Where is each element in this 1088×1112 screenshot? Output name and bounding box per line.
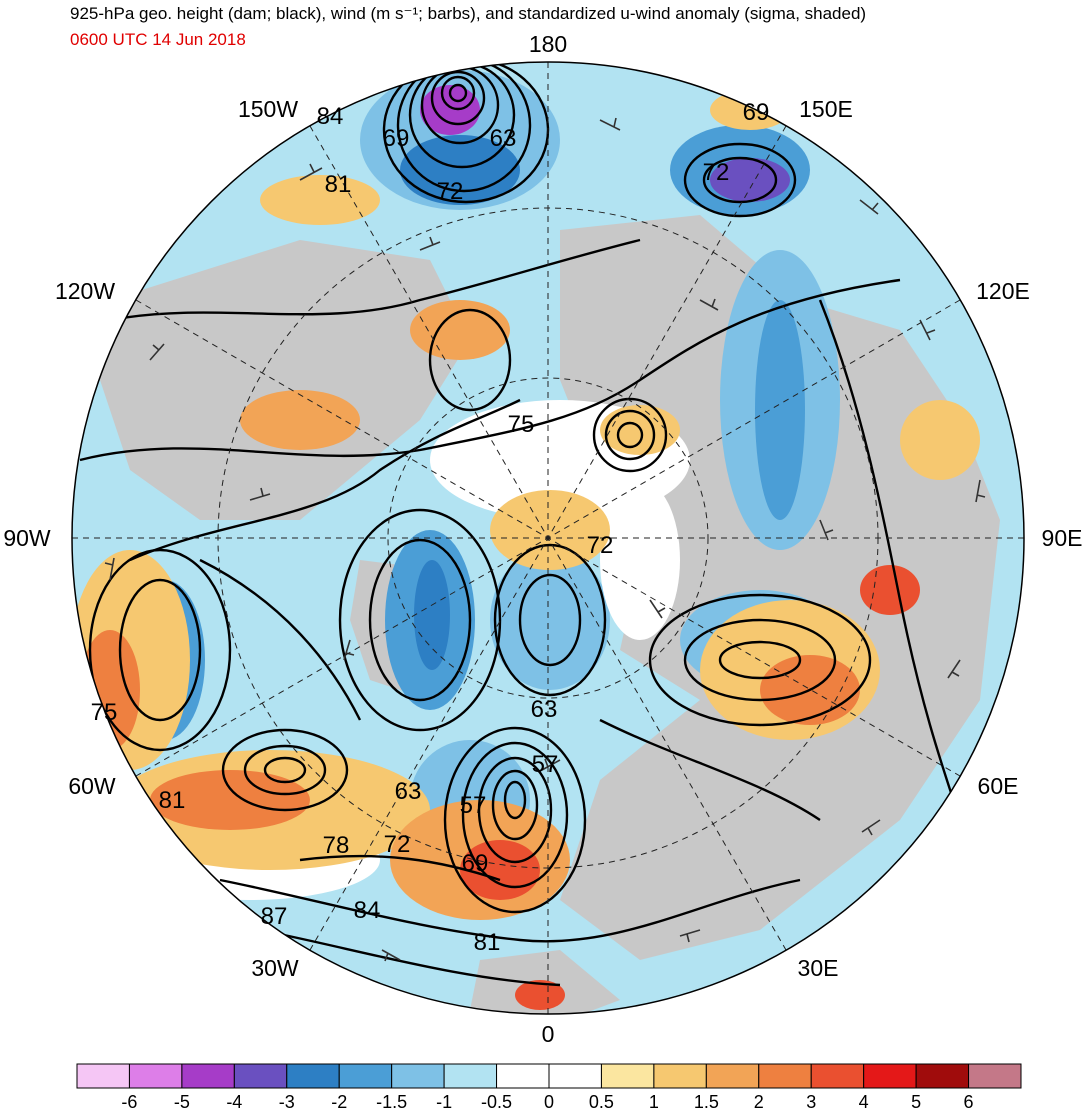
contour-label: 63: [490, 125, 517, 152]
colorbar-tick-label: -5: [174, 1092, 190, 1112]
lon-label-0: 0: [542, 1021, 555, 1047]
contour-label: 69: [383, 125, 410, 152]
lon-label-30e: 30E: [798, 955, 839, 981]
contour-label: 84: [317, 103, 344, 130]
colorbar-tick-label: 1.5: [694, 1092, 719, 1112]
lon-label-180: 180: [529, 31, 567, 57]
lon-label-150w: 150W: [238, 96, 298, 122]
lon-label-120e: 120E: [976, 278, 1030, 304]
polar-map: 180 150W 150E 120W 120E 90W 90E 60W 60E …: [3, 31, 1082, 1047]
contour-label: 57: [532, 751, 559, 778]
colorbar-tick-label: -4: [226, 1092, 242, 1112]
contour-label: 87: [261, 903, 288, 930]
colorbar-swatch: [705, 1063, 760, 1089]
colorbar-swatch: [181, 1063, 235, 1089]
colorbar-swatch: [863, 1063, 917, 1089]
contour-label: 72: [703, 159, 730, 186]
colorbar-tick-label: 1: [649, 1092, 659, 1112]
lon-label-60w: 60W: [68, 773, 116, 799]
contour-label: 72: [587, 532, 614, 559]
colorbar-swatch: [76, 1063, 130, 1089]
graticule: [72, 62, 1024, 1014]
colorbar-swatch: [496, 1063, 550, 1089]
colorbar-swatch: [391, 1063, 445, 1089]
contour-label: 81: [474, 929, 501, 956]
colorbar-tick-label: -3: [279, 1092, 295, 1112]
colorbar-tick-label: -6: [121, 1092, 137, 1112]
contour-labels: 84 81 69 63 72 69 72 75 72 75 63 57 63 5…: [91, 99, 770, 956]
contour-label: 69: [462, 850, 489, 877]
longitude-labels: 180 150W 150E 120W 120E 90W 90E 60W 60E …: [3, 31, 1082, 1047]
colorbar-tick-label: -0.5: [481, 1092, 512, 1112]
contour-label: 72: [437, 178, 464, 205]
valid-time: 0600 UTC 14 Jun 2018: [70, 30, 246, 49]
contour-label: 63: [395, 778, 422, 805]
contour-label: 84: [354, 897, 381, 924]
colorbar-tick-label: -1: [436, 1092, 452, 1112]
colorbar-swatch: [653, 1063, 707, 1089]
colorbar-swatch: [548, 1063, 602, 1089]
colorbar-tick-label: 4: [859, 1092, 869, 1112]
map-boundary: [71, 61, 1025, 1015]
colorbar-tick-label: 6: [964, 1092, 974, 1112]
colorbar-swatch: [338, 1063, 393, 1089]
contour-label: 69: [743, 99, 770, 126]
lon-label-120w: 120W: [55, 278, 115, 304]
colorbar-swatch: [810, 1063, 865, 1089]
contour-label: 63: [531, 696, 558, 723]
colorbar-swatch: [600, 1063, 655, 1089]
map-title: 925-hPa geo. height (dam; black), wind (…: [70, 4, 867, 23]
colorbar-swatch: [286, 1063, 340, 1089]
colorbar-tick-label: 0: [544, 1092, 554, 1112]
colorbar-boxes: [76, 1063, 1022, 1089]
contour-label: 75: [508, 411, 535, 438]
lon-label-90e: 90E: [1042, 525, 1083, 551]
lon-label-60e: 60E: [978, 773, 1019, 799]
colorbar-swatch: [758, 1063, 812, 1089]
lon-label-30w: 30W: [251, 955, 299, 981]
colorbar-swatch: [128, 1063, 183, 1089]
colorbar-swatch: [443, 1063, 498, 1089]
colorbar-tick-label: -2: [331, 1092, 347, 1112]
contour-label: 81: [325, 171, 352, 198]
colorbar-tick-label: 5: [911, 1092, 921, 1112]
colorbar-swatch: [233, 1063, 288, 1089]
lon-label-150e: 150E: [799, 96, 853, 122]
contour-label: 57: [460, 792, 487, 819]
lon-label-90w: 90W: [3, 525, 51, 551]
wind-barbs: [104, 117, 986, 962]
colorbar-tick-label: 2: [754, 1092, 764, 1112]
colorbar-swatch: [968, 1063, 1022, 1089]
map-field: [72, 62, 1024, 1014]
colorbar-ticks: -6 -5 -4 -3 -2 -1.5 -1 -0.5 0 0.5 1 1.5 2 3 4 5 6: [121, 1092, 973, 1112]
contour-label: 72: [384, 831, 411, 858]
colorbar: -6 -5 -4 -3 -2 -1.5 -1 -0.5 0 0.5 1 1.5 2 3 4 5 6: [76, 1063, 1022, 1112]
contour-label: 78: [323, 832, 350, 859]
colorbar-tick-label: -1.5: [376, 1092, 407, 1112]
contour-label: 81: [159, 787, 186, 814]
colorbar-swatch: [915, 1063, 970, 1089]
colorbar-tick-label: 3: [806, 1092, 816, 1112]
contour-label: 75: [91, 699, 118, 726]
colorbar-tick-label: 0.5: [589, 1092, 614, 1112]
